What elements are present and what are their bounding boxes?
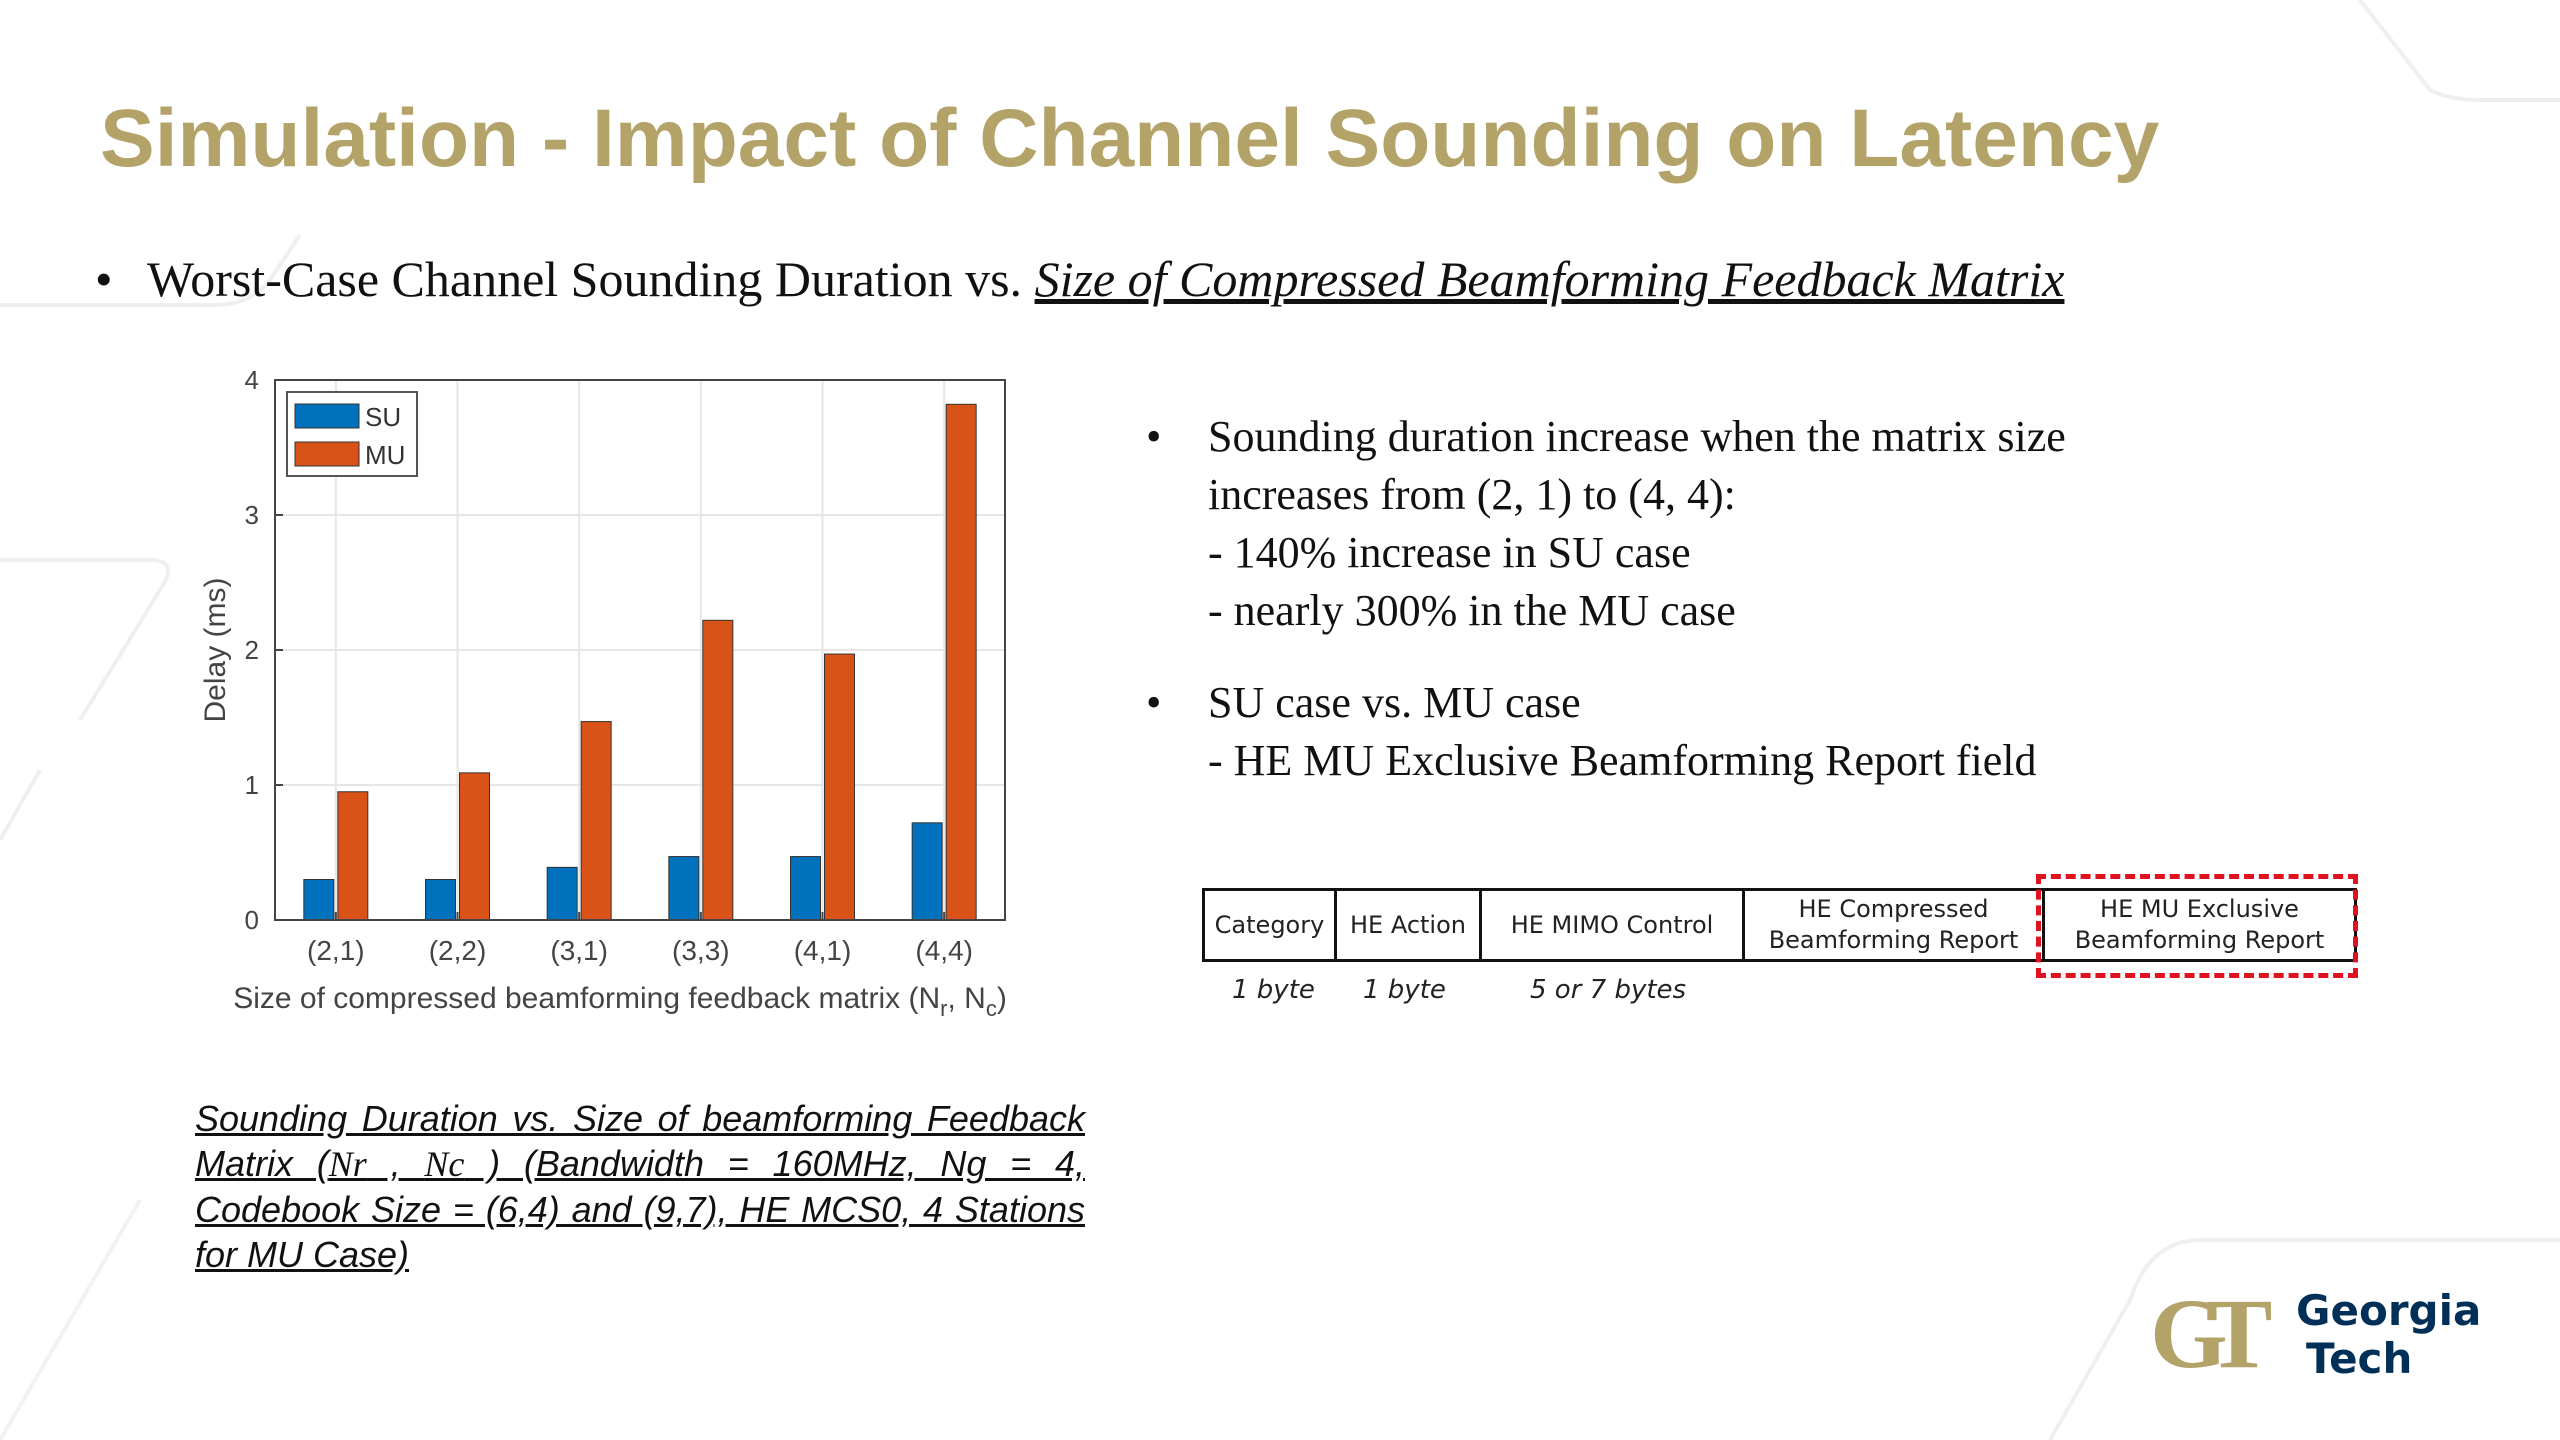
main-bullet: • Worst-Case Channel Sounding Duration vs… — [95, 250, 2064, 308]
logo-word-georgia: Georgia — [2296, 1286, 2480, 1335]
bullet-dot: • — [1146, 412, 1162, 461]
y-tick-label: 3 — [245, 500, 259, 530]
bar-mu — [459, 772, 490, 921]
caption-nr: Nr — [328, 1144, 367, 1184]
bar-chart: 0 1 2 3 4 (2,1) (2,2) (3,1) (3,3) (4,1) (4,4) Delay… — [199, 365, 1007, 1021]
bar-mu — [824, 653, 855, 921]
bar-su — [790, 856, 821, 921]
logo-word-tech: Tech — [2306, 1334, 2412, 1383]
note-bullet-1: • Sounding duration increase when the mat… — [1140, 408, 2066, 466]
x-tick-label: (2,1) — [307, 935, 365, 966]
main-bullet-emphasis: Size of Compressed Beamforming Feedback … — [1034, 251, 2065, 307]
legend-swatch-mu — [294, 441, 360, 467]
caption-sep: , — [366, 1143, 425, 1184]
logo-mark: GT — [2150, 1285, 2272, 1385]
x-tick-label: (4,1) — [794, 935, 852, 966]
x-tick-label: (4,4) — [915, 935, 973, 966]
y-tick-label: 2 — [245, 635, 259, 665]
frame-format-diagram: Category HE Action HE MIMO Control HE Co… — [1202, 888, 2357, 962]
highlight-box — [2036, 874, 2358, 978]
y-tick-label: 4 — [245, 365, 259, 395]
field-he-mimo-control: HE MIMO Control — [1482, 891, 1745, 959]
note-line: increases from (2, 1) to (4, 4): — [1208, 470, 1736, 519]
bar-su — [668, 856, 700, 921]
x-tick-label: (3,3) — [672, 935, 730, 966]
x-axis-label: Size of compressed beamforming feedback … — [233, 982, 1007, 1021]
caption-text: ) (Bandwidth = 160MHz, Ng = 4, Codebook … — [195, 1143, 1085, 1275]
note-line: - nearly 300% in the MU case — [1208, 586, 1736, 635]
field-size-label: 1 byte — [1232, 975, 1315, 1005]
bullet-dot: • — [95, 251, 113, 307]
note-line: - HE MU Exclusive Beamforming Report fie… — [1208, 736, 2037, 785]
caption-text: Sounding Duration vs. Size of beamformin… — [195, 1098, 1085, 1184]
bar-su — [546, 866, 578, 921]
field-size-label: 1 byte — [1363, 975, 1446, 1005]
georgia-tech-logo: GT Georgia Tech — [2150, 1285, 2480, 1385]
y-axis-label: Delay (ms) — [199, 577, 232, 722]
y-tick-label: 0 — [245, 905, 259, 935]
bullet-dot: • — [1146, 678, 1162, 727]
bar-su — [303, 879, 335, 921]
note-line: SU case vs. MU case — [1208, 678, 1581, 727]
main-bullet-text: Worst-Case Channel Sounding Duration vs. — [147, 251, 1035, 307]
bar-mu — [702, 619, 734, 921]
note-line: Sounding duration increase when the matr… — [1208, 412, 2066, 461]
note-bullet-2: • SU case vs. MU case — [1140, 674, 2066, 732]
field-category: Category — [1205, 891, 1337, 959]
figure-caption: Sounding Duration vs. Size of beamformin… — [195, 1096, 1085, 1277]
field-he-mu-exclusive-report: HE MU Exclusive Beamforming Report — [2074, 895, 2325, 954]
bar-mu — [945, 403, 977, 921]
legend-label-mu: MU — [365, 440, 405, 470]
field-he-action: HE Action — [1337, 891, 1482, 959]
x-tick-label: (3,1) — [550, 935, 608, 966]
slide-title: Simulation - Impact of Channel Sounding … — [100, 93, 2160, 184]
caption-nc: Nc — [424, 1144, 465, 1184]
bar-mu — [580, 721, 612, 921]
x-tick-label: (2,2) — [429, 935, 487, 966]
bar-su — [911, 822, 943, 921]
field-he-compressed-report: HE Compressed Beamforming Report — [1745, 891, 2045, 959]
field-size-label: 5 or 7 bytes — [1530, 975, 1687, 1005]
bar-mu — [337, 791, 369, 921]
note-line: - 140% increase in SU case — [1208, 528, 1691, 577]
bar-su — [425, 879, 456, 921]
legend-label-su: SU — [365, 402, 401, 432]
legend-swatch-su — [294, 403, 360, 429]
notes-panel: • Sounding duration increase when the mat… — [1140, 408, 2066, 790]
y-tick-label: 1 — [245, 770, 259, 800]
